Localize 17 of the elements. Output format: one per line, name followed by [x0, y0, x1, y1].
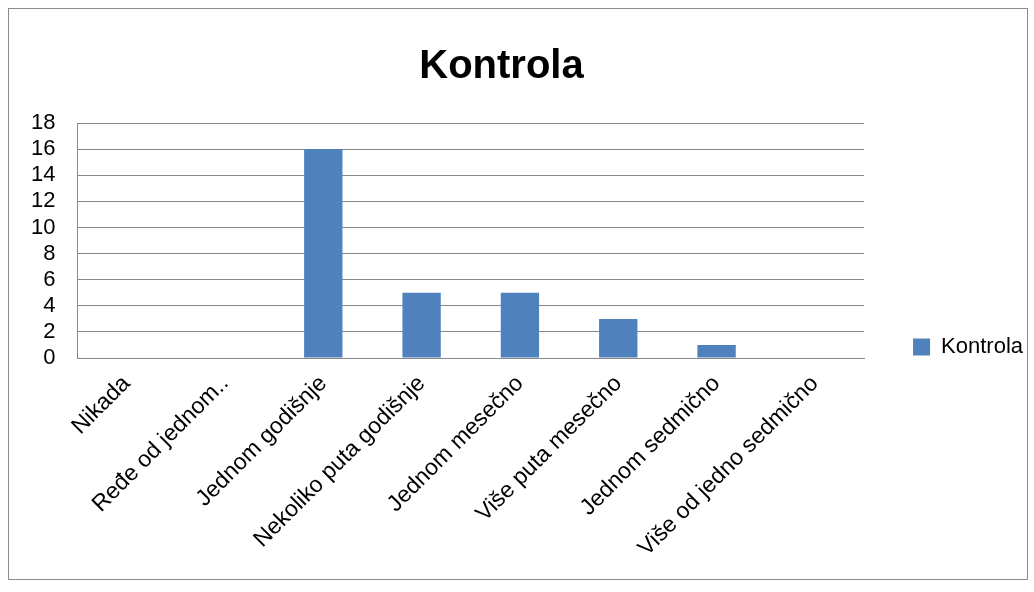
y-tick-label: 18 — [30, 109, 56, 135]
y-tick-label: 6 — [43, 265, 56, 291]
y-tick-label: 4 — [43, 291, 56, 317]
bar — [697, 345, 736, 358]
bar — [402, 292, 441, 358]
bar — [599, 318, 638, 358]
chart-title: Kontrola — [419, 42, 585, 87]
legend-label: Kontrola — [941, 333, 1024, 359]
bar — [304, 149, 343, 358]
y-tick-label: 0 — [43, 344, 56, 370]
y-tick-label: 12 — [30, 187, 56, 213]
y-tick-label: 10 — [30, 213, 56, 239]
y-tick-label: 16 — [30, 135, 56, 161]
y-tick-label: 8 — [43, 239, 56, 265]
bar — [500, 292, 540, 358]
y-tick-label: 2 — [43, 318, 56, 344]
y-tick-label: 14 — [30, 161, 56, 187]
